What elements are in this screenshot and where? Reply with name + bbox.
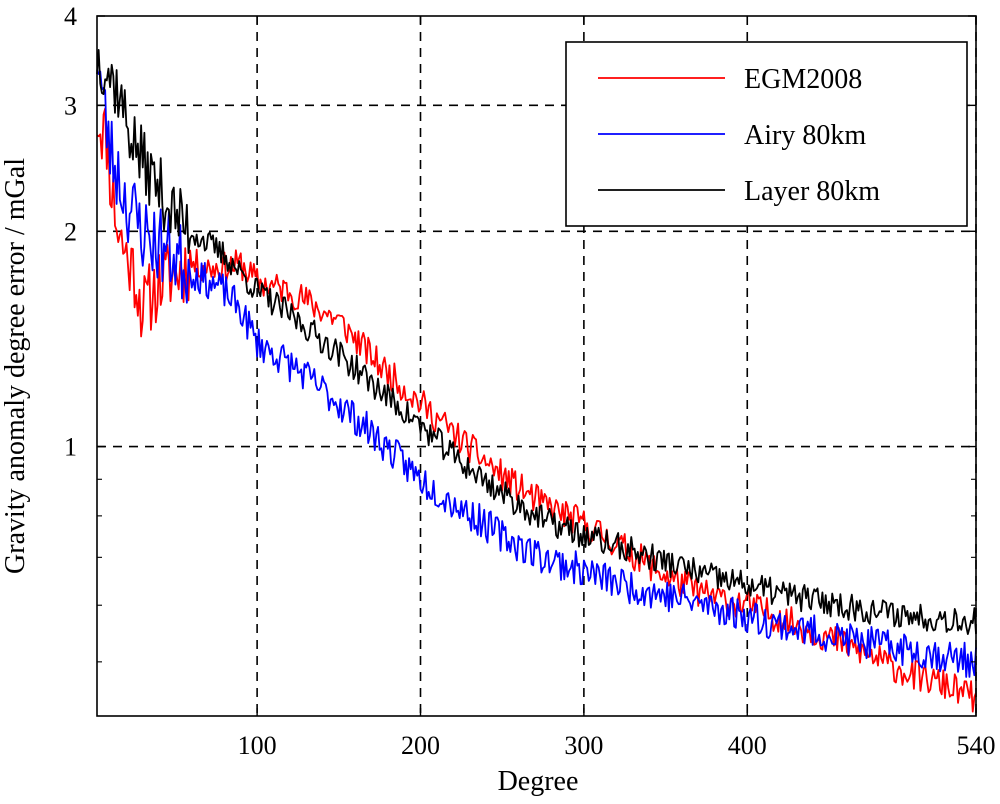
y-tick-label-2: 2 [64,217,77,246]
legend-label-airy-80km: Airy 80km [744,120,866,151]
y-tick-label-3: 3 [64,91,77,120]
series-line-egm2008 [96,107,977,713]
x-tick-label-200: 200 [401,731,440,760]
y-axis-title: Gravity anomaly degree error / mGal [0,158,31,574]
legend-label-egm2008: EGM2008 [744,64,862,95]
axis-ticks [97,15,977,716]
y-tick-label-1: 1 [64,433,77,462]
plot-frame [96,15,977,717]
x-tick-label-100: 100 [238,731,277,760]
x-tick-label-400: 400 [728,731,767,760]
legend-items: EGM2008 Airy 80km Layer 80km [598,64,880,207]
x-tick-labels: 100 200 300 400 540 [238,731,996,760]
series-lines [96,49,977,713]
x-tick-label-540: 540 [957,731,996,760]
x-tick-label-300: 300 [564,731,603,760]
series-line-layer-80km [96,49,977,636]
y-tick-labels: 1 2 3 4 [64,2,77,462]
y-tick-label-4: 4 [64,2,77,31]
x-axis-title: Degree [498,766,579,797]
legend-label-layer-80km: Layer 80km [744,176,880,207]
legend: EGM2008 Airy 80km Layer 80km [565,41,968,227]
series-line-airy-80km [96,69,977,678]
